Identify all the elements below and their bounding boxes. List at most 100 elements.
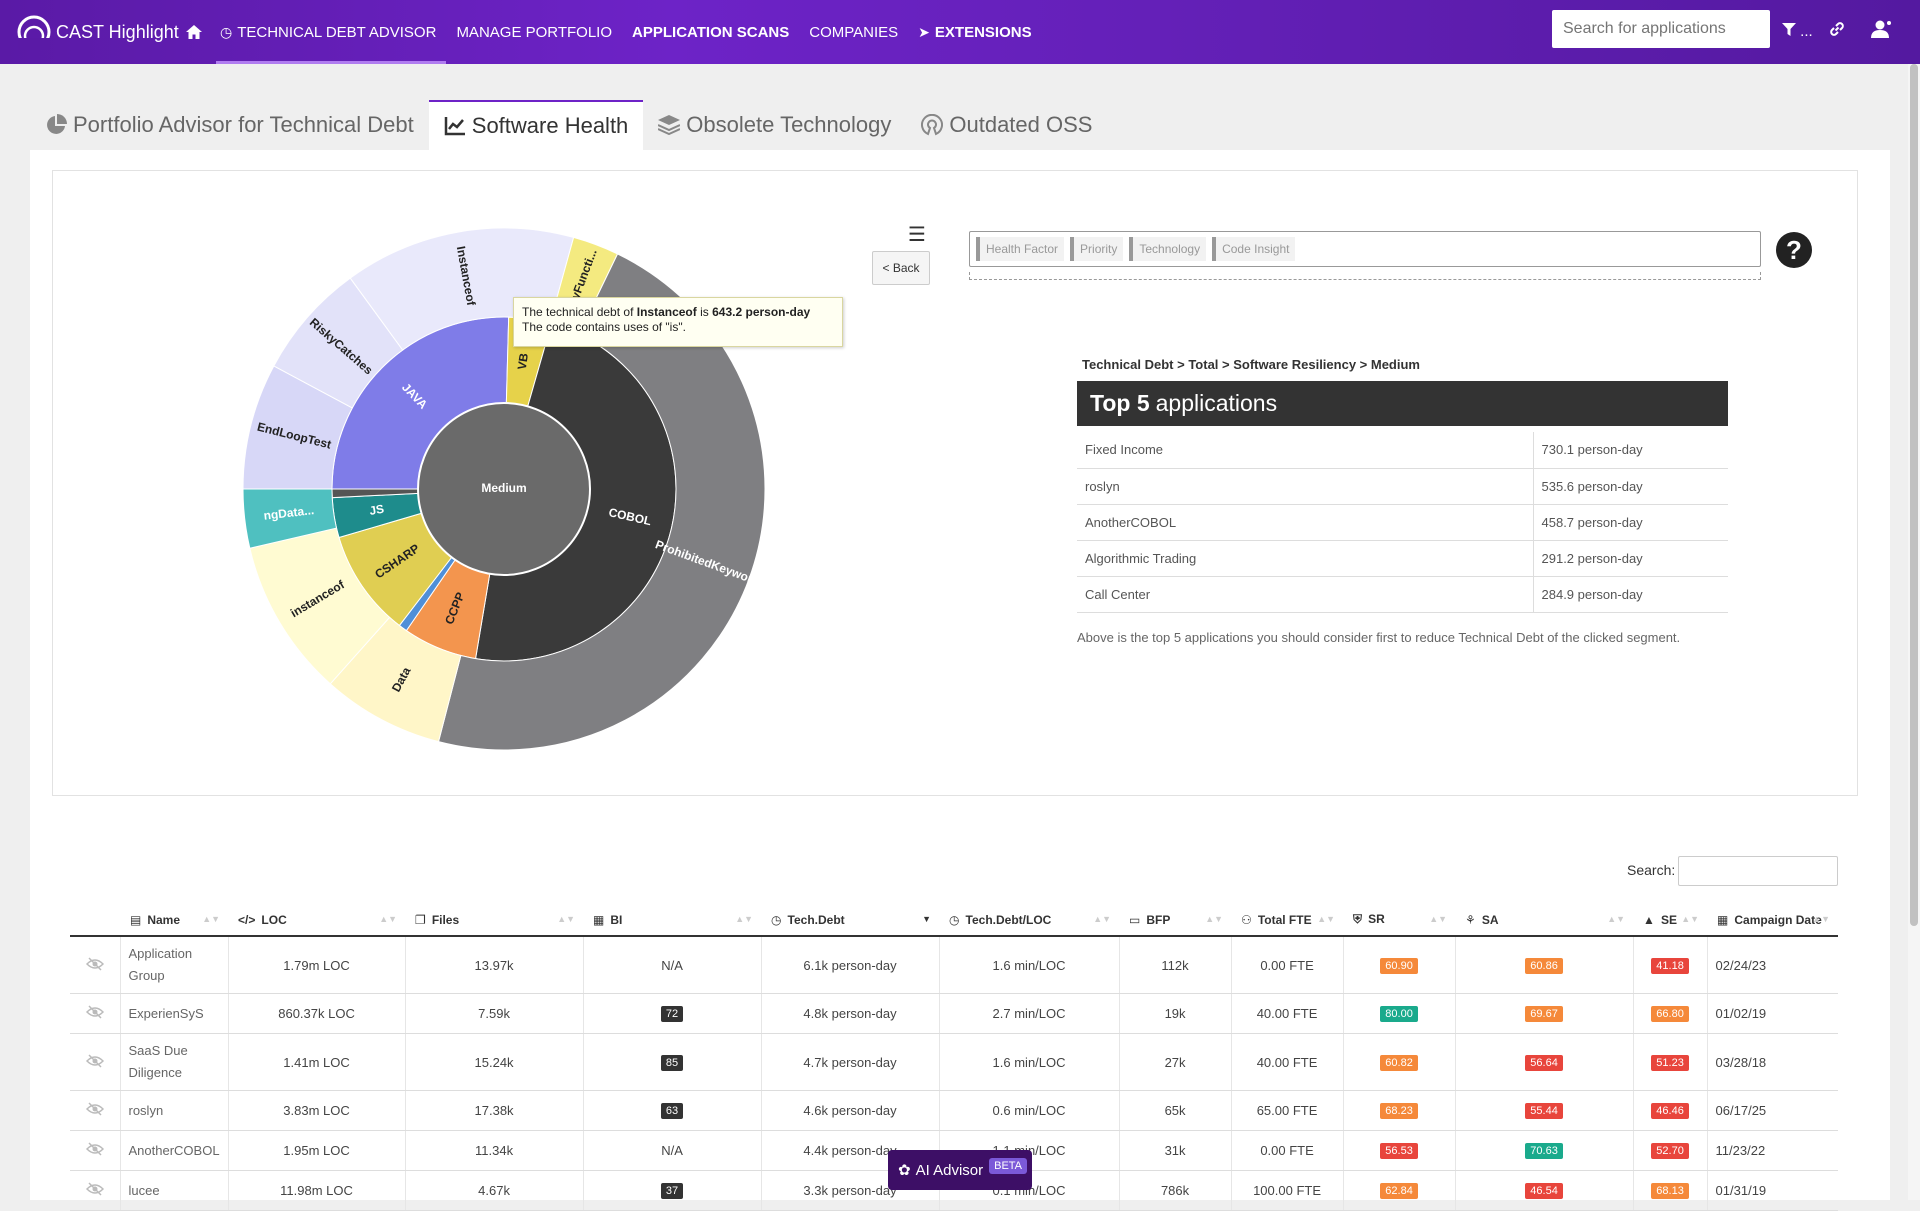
link-icon[interactable] — [1829, 21, 1845, 41]
bi-cell: 85 — [582, 1033, 762, 1091]
chip-priority[interactable]: Priority — [1070, 237, 1124, 261]
back-button[interactable]: < Back — [872, 251, 930, 285]
column-tech-debt[interactable]: ◷ Tech.Debt ▼ — [761, 904, 940, 937]
top5-title-bold: Top 5 — [1090, 390, 1150, 416]
outer_ring-segment[interactable] — [437, 253, 766, 751]
debtloc-cell: 1.6 min/LOC — [938, 936, 1120, 994]
app-name[interactable]: ExperienSyS — [119, 993, 229, 1034]
loc-cell: 860.37k LOC — [227, 993, 406, 1034]
ai-advisor-button[interactable]: ✿ AI Advisor BETA — [888, 1150, 1032, 1190]
top5-row[interactable]: Fixed Income 730.1 person-day — [1077, 432, 1728, 469]
column-loc[interactable]: </> LOC ▲▼ — [228, 904, 406, 937]
tab-outdated-oss[interactable]: Outdated OSS — [906, 100, 1107, 150]
sort-icon: ▲▼ — [1429, 914, 1448, 924]
filter-button[interactable]: ... — [1782, 22, 1813, 40]
fte-cell: 40.00 FTE — [1230, 1033, 1344, 1091]
outer_ring-segment[interactable] — [242, 488, 338, 549]
se-score-badge: 51.23 — [1651, 1054, 1689, 1071]
sr-cell: 56.53 — [1342, 1130, 1456, 1171]
column-se[interactable]: ▲ SE ▲▼ — [1633, 904, 1708, 937]
column-campaign-date[interactable]: ▦ Campaign Date ▲▼ — [1707, 904, 1838, 937]
column-label: BI — [610, 912, 623, 927]
column-name[interactable]: ▤ Name ▲▼ — [120, 904, 229, 937]
hide-eye-icon[interactable] — [70, 1090, 120, 1131]
top5-row[interactable]: roslyn 535.6 person-day — [1077, 468, 1728, 505]
chip-code-insight[interactable]: Code Insight — [1212, 237, 1296, 261]
column-label: Tech.Debt — [787, 912, 845, 927]
chart-menu-icon[interactable]: ☰ — [908, 224, 926, 246]
app-name[interactable]: roslyn — [119, 1090, 229, 1131]
hide-eye-icon[interactable] — [70, 936, 120, 994]
nav-manage-portfolio[interactable]: MANAGE PORTFOLIO — [456, 0, 612, 64]
sa-score-badge: 56.64 — [1525, 1054, 1563, 1071]
line-chart-icon — [444, 116, 466, 136]
tab-obsolete-technology[interactable]: Obsolete Technology — [643, 100, 906, 150]
nav-technical-debt-advisor[interactable]: ◷ TECHNICAL DEBT ADVISOR — [215, 0, 447, 64]
column-sa[interactable]: ⚘ SA ▲▼ — [1455, 904, 1634, 937]
tab-software-health[interactable]: Software Health — [428, 100, 644, 150]
home-icon[interactable] — [186, 0, 202, 64]
top5-row[interactable]: AnotherCOBOL 458.7 person-day — [1077, 504, 1728, 541]
fte-cell: 65.00 FTE — [1230, 1090, 1344, 1131]
chip-technology[interactable]: Technology — [1129, 237, 1207, 261]
loc-cell: 1.95m LOC — [227, 1130, 406, 1171]
top5-table: Fixed Income 730.1 person-day roslyn 535.6… — [1077, 432, 1728, 613]
column-total-fte[interactable]: ⚇ Total FTE ▲▼ — [1231, 904, 1344, 937]
app-name[interactable]: SaaS Due Diligence — [119, 1033, 229, 1091]
column-files[interactable]: ❐ Files ▲▼ — [405, 904, 584, 937]
bi-badge: 63 — [660, 1103, 684, 1119]
app-name[interactable]: AnotherCOBOL — [119, 1130, 229, 1171]
column-sr[interactable]: ⛨ SR ▲▼ — [1343, 904, 1456, 937]
graduation-cap-icon: ▲ — [1643, 912, 1655, 927]
cast-logo-icon — [17, 15, 51, 50]
campaign-date-cell: 01/31/19 — [1706, 1170, 1838, 1211]
center-segment[interactable] — [417, 402, 591, 576]
table-row[interactable]: SaaS Due Diligence 1.41m LOC 15.24k 85 4.7k … — [70, 1033, 1838, 1091]
se-score-badge: 41.18 — [1651, 957, 1689, 974]
campaign-date-cell: 06/17/25 — [1706, 1090, 1838, 1131]
sa-cell: 69.67 — [1454, 993, 1634, 1034]
nav-extensions[interactable]: ➤ EXTENSIONS — [918, 0, 1031, 64]
tab-label: Software Health — [471, 113, 629, 138]
advisor-tabs: Portfolio Advisor for Technical Debt Sof… — [30, 100, 1107, 150]
column-bfp[interactable]: ▭ BFP ▲▼ — [1119, 904, 1232, 937]
clock-icon: ◷ — [949, 912, 960, 927]
bi-badge: 85 — [660, 1054, 684, 1071]
chip-drop-zone[interactable] — [969, 272, 1761, 280]
table-row[interactable]: roslyn 3.83m LOC 17.38k 63 4.6k person-day 0.… — [70, 1090, 1838, 1131]
app-name[interactable]: lucee — [119, 1170, 229, 1211]
page-scrollbar-thumb[interactable] — [1910, 64, 1918, 926]
app-logo[interactable]: CAST Highlight — [16, 14, 179, 50]
top5-row[interactable]: Algorithmic Trading 291.2 person-day — [1077, 540, 1728, 577]
hide-eye-icon[interactable] — [70, 1170, 120, 1211]
hide-eye-icon[interactable] — [70, 1033, 120, 1091]
table-row[interactable]: ExperienSyS 860.37k LOC 7.59k 72 4.8k person… — [70, 993, 1838, 1034]
app-name[interactable]: Application Group — [119, 936, 229, 994]
tooltip-description: The code contains uses of "is". — [522, 320, 686, 334]
nav-application-scans[interactable]: APPLICATION SCANS — [632, 0, 789, 64]
sr-score-badge: 68.23 — [1380, 1103, 1418, 1119]
bfp-cell: 786k — [1118, 1170, 1232, 1211]
table-search-input[interactable] — [1678, 856, 1838, 886]
column-tech-debt-loc[interactable]: ◷ Tech.Debt/LOC ▲▼ — [939, 904, 1120, 937]
hide-eye-icon[interactable] — [70, 1130, 120, 1171]
column-bi[interactable]: ▦ BI ▲▼ — [583, 904, 762, 937]
search-applications-input[interactable] — [1552, 10, 1770, 48]
table-search-label: Search: — [1627, 862, 1676, 878]
table-row[interactable]: AnotherCOBOL 1.95m LOC 11.34k N/A 4.4k perso… — [70, 1130, 1838, 1171]
help-icon[interactable]: ? — [1776, 232, 1812, 268]
se-score-badge: 68.13 — [1651, 1183, 1689, 1199]
tab-portfolio-advisor[interactable]: Portfolio Advisor for Technical Debt — [30, 100, 429, 150]
user-icon[interactable] — [1870, 20, 1891, 42]
pie-chart-icon — [45, 114, 67, 136]
top5-app-name: Call Center — [1077, 576, 1533, 613]
files-cell: 13.97k — [404, 936, 584, 994]
sr-cell: 68.23 — [1342, 1090, 1456, 1131]
technical-debt-sunburst[interactable]: JAVAVBCOBOLCCPPCSHARPJSEndLoopTestRiskyC… — [0, 0, 800, 800]
nav-companies[interactable]: COMPANIES — [809, 0, 898, 64]
chip-health-factor[interactable]: Health Factor — [976, 237, 1065, 261]
table-row[interactable]: Application Group 1.79m LOC 13.97k N/A 6.1k … — [70, 936, 1838, 994]
top5-row[interactable]: Call Center 284.9 person-day — [1077, 576, 1728, 613]
hide-eye-icon[interactable] — [70, 993, 120, 1034]
app-title: CAST Highlight — [56, 21, 179, 42]
